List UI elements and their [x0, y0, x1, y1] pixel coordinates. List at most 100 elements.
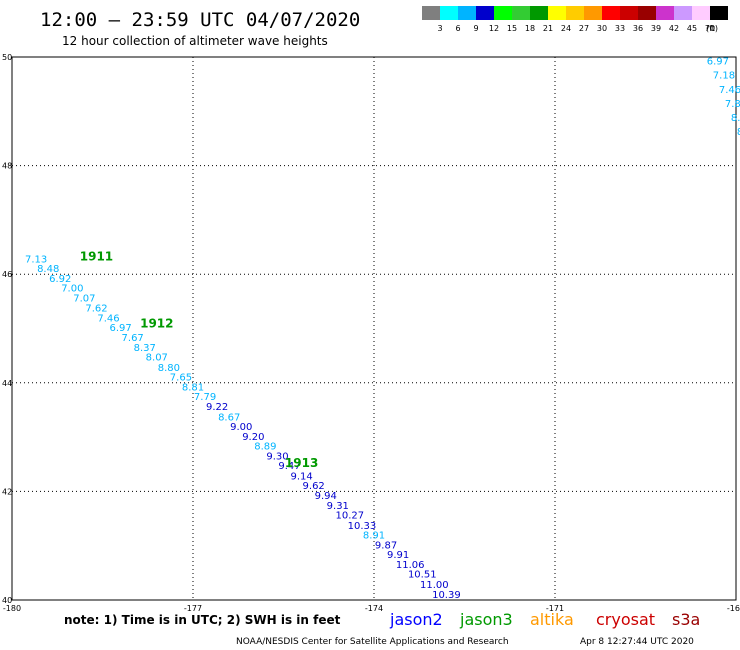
legend-swatch: [584, 6, 602, 20]
sample-value: 7.83: [725, 99, 740, 110]
sample-value: 6.92: [49, 274, 71, 285]
sample-value: 8.81: [182, 382, 204, 393]
legend-tick-label: 42: [669, 24, 679, 33]
sample-value: 7.00: [61, 284, 83, 295]
pass-label: 1911: [80, 250, 113, 264]
pass-labels: 19111912191316292142162821432144: [80, 250, 319, 470]
sample-value: 9.31: [327, 501, 349, 512]
sample-value: 9.14: [290, 471, 312, 482]
sample-value: 7.65: [170, 373, 192, 384]
sample-value: 9.94: [315, 491, 337, 502]
legend-swatch: [512, 6, 530, 20]
x-axis-ticks: -180-177-174-171-168-16: [3, 604, 740, 613]
legend-tick-label: 27: [579, 24, 589, 33]
legend-tick-label: 3: [437, 24, 442, 33]
legend-tick-label: 33: [615, 24, 625, 33]
y-tick-label: 40: [2, 596, 12, 605]
legend-unit: (ft): [706, 24, 718, 33]
sample-value: 7.18: [713, 71, 735, 82]
legend-swatch: [458, 6, 476, 20]
legend-tick-label: 6: [455, 24, 460, 33]
sample-value: 8.80: [158, 363, 180, 374]
legend-tick-label: 36: [633, 24, 643, 33]
legend-tick-label: 45: [687, 24, 697, 33]
footer-credit: NOAA/NESDIS Center for Satellite Applica…: [236, 637, 509, 647]
satellite-name: jason3: [459, 610, 513, 629]
legend-swatch: [692, 6, 710, 20]
legend-swatch: [566, 6, 584, 20]
sample-value: 8.91: [363, 531, 385, 542]
legend-tick-label: 21: [543, 24, 553, 33]
sample-value: 8.07: [146, 353, 168, 364]
sample-value: 10.39: [432, 590, 461, 601]
legend-swatch: [638, 6, 656, 20]
sample-value: 8.67: [218, 412, 240, 423]
sample-value: 7.46: [719, 85, 740, 96]
sample-value: 9.22: [206, 402, 228, 413]
pass-label: 1913: [285, 456, 318, 470]
legend-swatch: [440, 6, 458, 20]
sample-value: 10.27: [336, 511, 365, 522]
chart-title: 12:00 — 23:59 UTC 04/07/2020: [40, 9, 360, 31]
legend-swatch: [476, 6, 494, 20]
legend-swatch: [620, 6, 638, 20]
chart-subtitle: 12 hour collection of altimeter wave hei…: [62, 34, 328, 48]
sample-value: 6.97: [109, 323, 131, 334]
legend-tick-label: 24: [561, 24, 571, 33]
sample-value: 8.15: [737, 127, 740, 138]
y-tick-label: 44: [2, 379, 12, 388]
sample-value: 9.87: [375, 540, 397, 551]
sample-value: 9.47: [278, 461, 300, 472]
sample-value: 7.46: [97, 313, 119, 324]
footer-timestamp: Apr 8 12:27:44 UTC 2020: [580, 637, 694, 647]
satellite-legend: jason2 jason3 altika cryosat s3a: [389, 610, 700, 629]
legend-swatch: [674, 6, 692, 20]
y-tick-label: 46: [2, 270, 12, 279]
satellite-name: cryosat: [596, 610, 655, 629]
sample-value: 8.89: [254, 442, 276, 453]
legend-tick-label: 12: [489, 24, 499, 33]
legend-swatch: [602, 6, 620, 20]
sample-value: 7.79: [194, 392, 216, 403]
legend-swatch: [656, 6, 674, 20]
legend-tick-label: 18: [525, 24, 535, 33]
sample-value: 10.51: [408, 570, 437, 581]
sample-value: 9.30: [266, 451, 288, 462]
sample-value: 8.48: [37, 264, 59, 275]
x-tick-label: -174: [365, 604, 383, 613]
y-tick-label: 50: [2, 53, 12, 62]
legend-swatch: [548, 6, 566, 20]
x-tick-label: -177: [184, 604, 202, 613]
legend-tick-label: 30: [597, 24, 607, 33]
legend-tick-label: 39: [651, 24, 661, 33]
sample-value: 7.07: [73, 293, 95, 304]
satellite-name: altika: [530, 610, 574, 629]
sample-value: 9.91: [387, 550, 409, 561]
sample-value: 7.67: [122, 333, 144, 344]
note-text: note: 1) Time is in UTC; 2) SWH is in fe…: [64, 613, 341, 627]
y-tick-label: 48: [2, 162, 12, 171]
sample-value: 6.97: [707, 57, 729, 68]
color-legend: 3 6 9 12 15 18 21 24 27 30 33 36 39 42 45 70(ft): [422, 6, 728, 33]
y-axis-ticks: 50 48 46 44 42 40: [2, 53, 12, 605]
legend-tick-label: 15: [507, 24, 517, 33]
sample-value: 9.62: [303, 481, 325, 492]
legend-swatch: [494, 6, 512, 20]
legend-swatch: [422, 6, 440, 20]
x-tick-label: -171: [546, 604, 564, 613]
sample-value: 10.33: [348, 521, 377, 532]
legend-tick-label: 9: [473, 24, 478, 33]
pass-label: 1912: [140, 316, 173, 330]
sample-value: 11.00: [420, 580, 449, 591]
satellite-name: s3a: [672, 610, 700, 629]
wave-height-samples: 7.138.486.927.007.077.627.466.977.678.37…: [25, 57, 740, 601]
sample-value: 7.62: [85, 304, 107, 315]
sample-value: 7.13: [25, 254, 47, 265]
legend-swatch: [530, 6, 548, 20]
legend-tick-label: 70: [705, 24, 715, 33]
satellite-name: jason2: [389, 610, 443, 629]
grid-lines: [12, 57, 736, 600]
sample-value: 9.00: [230, 422, 252, 433]
